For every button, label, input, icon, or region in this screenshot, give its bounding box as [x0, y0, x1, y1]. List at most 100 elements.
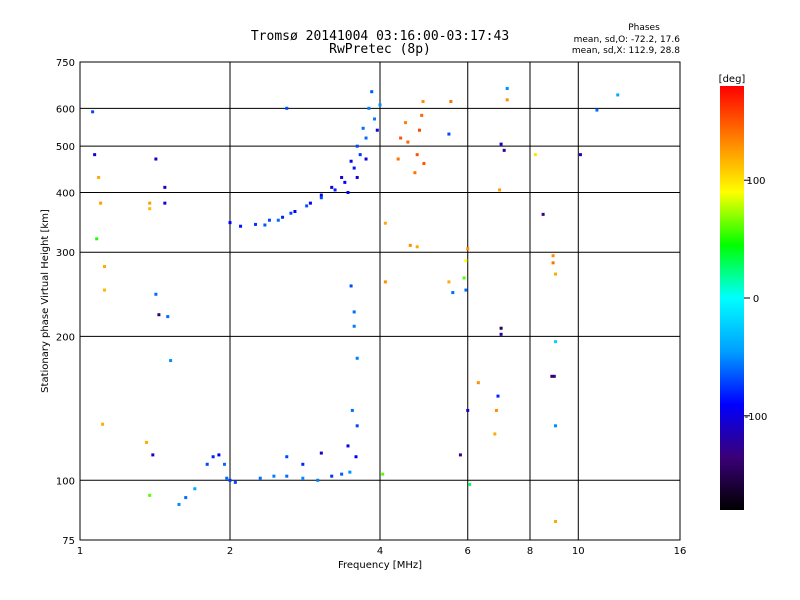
echo-point [451, 291, 455, 295]
echo-point [145, 440, 149, 444]
y-tick-label: 400 [56, 188, 75, 199]
x-tick-label: 8 [527, 546, 533, 557]
data-points [91, 87, 620, 523]
echo-point [383, 280, 387, 284]
echo-point [308, 201, 312, 205]
echo-point [93, 153, 97, 157]
echo-point [354, 455, 358, 459]
echo-point [396, 157, 400, 161]
echo-point [154, 157, 158, 161]
echo-point [496, 394, 500, 398]
echo-point [476, 381, 480, 385]
echo-point [340, 175, 344, 179]
echo-point [233, 480, 237, 484]
echo-point [148, 207, 152, 211]
echo-point [458, 453, 462, 457]
echo-point [358, 153, 362, 157]
y-axis-label: Stationary phase Virtual Height [km] [40, 209, 51, 393]
echo-point [373, 117, 377, 121]
echo-point [499, 142, 503, 146]
x-tick-labels: 1 2 4 6 8 10 16 [77, 546, 687, 557]
echo-point [346, 190, 350, 194]
echo-point [348, 470, 352, 474]
echo-point [239, 224, 243, 228]
echo-point [578, 153, 582, 157]
echo-point [330, 474, 334, 478]
echo-point [228, 221, 232, 225]
echo-point [316, 478, 320, 482]
echo-point [403, 121, 407, 125]
colorbar-tick-label: 0 [753, 294, 759, 305]
echo-point [533, 153, 537, 157]
echo-point [330, 185, 334, 189]
echo-point [103, 265, 107, 269]
echo-point [319, 196, 323, 200]
echo-point [163, 201, 167, 205]
echo-point [378, 103, 382, 107]
echo-point [285, 455, 289, 459]
echo-point [253, 222, 257, 226]
y-tick-label: 500 [56, 142, 75, 153]
phase-stats-heading: Phases [628, 23, 660, 33]
echo-point [350, 408, 354, 412]
echo-point [148, 493, 152, 497]
echo-point [447, 132, 451, 136]
echo-point [319, 451, 323, 455]
plot-frame [79, 61, 681, 541]
echo-point [552, 374, 556, 378]
echo-point [541, 212, 545, 216]
phase-stats-o: mean, sd,O: -72.2, 17.6 [574, 35, 681, 45]
echo-point [276, 218, 280, 222]
echo-point [413, 171, 417, 175]
y-tick-label: 75 [62, 536, 75, 547]
colorbar-tick-label: -100 [745, 412, 768, 423]
echo-point [263, 223, 267, 227]
echo-point [464, 259, 468, 263]
echo-point [205, 462, 209, 466]
echo-point [422, 161, 426, 165]
echo-point [375, 128, 379, 132]
echo-point [466, 408, 470, 412]
echo-point [399, 136, 403, 140]
echo-point [553, 519, 557, 523]
echo-point [349, 284, 353, 288]
x-tick-label: 6 [465, 546, 471, 557]
echo-point [499, 326, 503, 330]
echo-point [293, 210, 297, 214]
echo-point [343, 180, 347, 184]
echo-point [352, 324, 356, 328]
echo-point [464, 288, 468, 292]
echo-point [285, 474, 289, 478]
echo-point [267, 218, 271, 222]
echo-point [417, 128, 421, 132]
echo-point [415, 153, 419, 157]
echo-point [505, 98, 509, 102]
echo-point [169, 359, 173, 363]
echo-point [498, 188, 502, 192]
colorbar-ticks: -100 0 100 [744, 176, 767, 423]
echo-point [553, 424, 557, 428]
echo-point [154, 292, 158, 296]
echo-point [177, 502, 181, 506]
x-tick-label: 4 [377, 546, 383, 557]
echo-point [553, 340, 557, 344]
echo-point [301, 462, 305, 466]
x-tick-label: 1 [77, 546, 83, 557]
colorbar [720, 86, 744, 510]
echo-point [95, 237, 99, 241]
echo-point [550, 374, 554, 378]
echo-point [355, 356, 359, 360]
echo-point [421, 100, 425, 104]
echo-point [551, 261, 555, 265]
x-tick-label: 16 [674, 546, 687, 557]
y-tick-labels: 75 100 200 300 400 500 600 750 [56, 58, 75, 547]
echo-point [383, 221, 387, 225]
echo-point [493, 432, 497, 436]
chart-title: Tromsø 20141004 03:16:00-03:17:43 [251, 29, 509, 44]
echo-point [151, 453, 155, 457]
colorbar-tick-label: 100 [746, 176, 765, 187]
echo-point [415, 245, 419, 249]
echo-point [285, 106, 289, 110]
chart-subtitle: RwPretec (8p) [329, 42, 431, 57]
echo-point [163, 185, 167, 189]
